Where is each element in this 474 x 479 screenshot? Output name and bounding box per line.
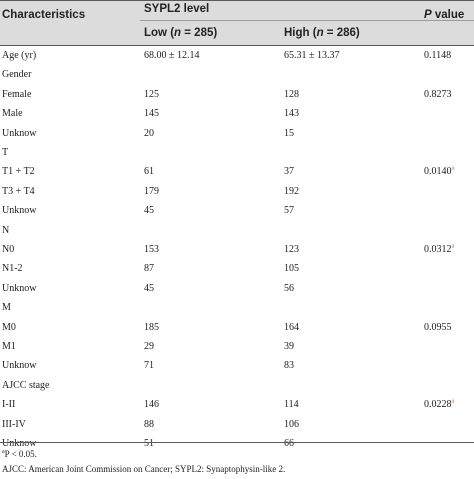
row-label: III-IV [2, 418, 26, 430]
row-label: M0 [2, 321, 16, 333]
table-row: M0 185 164 0.0955 [0, 318, 474, 338]
header-characteristics: Characteristics [2, 9, 86, 21]
row-label: Male [2, 108, 23, 120]
row-label: N [2, 224, 10, 236]
row-label: AJCC stage [2, 379, 50, 391]
row-label: Unknow [2, 360, 37, 372]
table-row: Unknow 20 15 [0, 124, 474, 144]
row-label: Unknow [2, 438, 37, 449]
significance-mark: a [451, 166, 455, 173]
table-row: Unknow 51 66 [0, 434, 474, 454]
row-label: M [2, 302, 11, 314]
p-value: 0.0955 [424, 321, 452, 333]
row-label: T1 + T2 [2, 166, 35, 178]
table-row: Male 145 143 [0, 104, 474, 124]
low-value: 71 [144, 360, 154, 372]
low-value: 125 [144, 88, 159, 100]
low-value: 51 [144, 438, 154, 449]
table-row: I-II 146 114 0.0228a [0, 395, 474, 415]
row-label: N0 [2, 244, 15, 255]
high-value: 37 [284, 166, 294, 178]
row-label: Age (yr) [2, 50, 37, 61]
table-row: Female 125 128 0.8273 [0, 85, 474, 105]
low-value: 179 [144, 185, 159, 197]
p-value: 0.0140a [424, 166, 455, 178]
high-value: 39 [284, 341, 294, 352]
high-value: 192 [284, 185, 299, 197]
footnote-abbreviations: AJCC: American Joint Commission on Cance… [2, 464, 286, 474]
significance-mark: a [451, 398, 455, 405]
table-row: Unknow 45 57 [0, 201, 474, 221]
high-value: 143 [284, 108, 299, 120]
header-low: Low (n = 285) [144, 27, 218, 39]
low-value: 68.00 ± 12.14 [144, 50, 200, 61]
row-label: Unknow [2, 282, 37, 294]
p-value: 0.1148 [424, 50, 452, 61]
table-row: III-IV 88 106 [0, 415, 474, 435]
low-value: 146 [144, 399, 159, 411]
row-label: M1 [2, 341, 16, 352]
low-value: 153 [144, 244, 159, 255]
p-value: 0.0228a [424, 398, 455, 411]
table-row: T [0, 143, 474, 163]
significance-mark: a [451, 243, 455, 250]
low-value: 88 [144, 418, 154, 430]
header-high: High (n = 286) [284, 27, 360, 39]
row-label: Gender [2, 69, 32, 81]
table-bottom-rule [0, 442, 474, 443]
table-row: T3 + T4 179 192 [0, 182, 474, 202]
footnote-significance: aP < 0.05. [2, 449, 37, 459]
high-value: 57 [284, 205, 294, 217]
high-value: 128 [284, 88, 299, 100]
low-value: 87 [144, 263, 154, 275]
low-value: 45 [144, 205, 154, 217]
high-value: 114 [284, 399, 299, 411]
table-row: N1-2 87 105 [0, 259, 474, 279]
row-label: T [2, 147, 9, 158]
table-row: Age (yr) 68.00 ± 12.14 65.31 ± 13.37 0.1148 [0, 46, 474, 66]
high-value: 106 [284, 418, 299, 430]
high-value: 66 [284, 438, 294, 449]
low-value: 61 [144, 166, 154, 178]
table-row: N0 153 123 0.0312a [0, 240, 474, 260]
table-header: Characteristics SYPL2 level Low (n = 285… [0, 0, 474, 46]
low-value: 185 [144, 321, 159, 333]
table-row: T1 + T2 61 37 0.0140a [0, 162, 474, 182]
high-value: 83 [284, 360, 294, 372]
high-value: 164 [284, 321, 299, 333]
low-value: 29 [144, 341, 154, 352]
high-value: 56 [284, 282, 294, 294]
row-label: Unknow [2, 205, 37, 217]
low-value: 45 [144, 282, 154, 294]
high-value: 65.31 ± 13.37 [284, 50, 340, 61]
table-row: N [0, 221, 474, 241]
table-row: M [0, 298, 474, 318]
row-label: Female [2, 88, 32, 100]
table-row: Gender [0, 65, 474, 85]
table-row: Unknow 45 56 [0, 279, 474, 299]
low-value: 20 [144, 127, 154, 139]
table-row: M1 29 39 [0, 337, 474, 357]
p-value: 0.0312a [424, 243, 455, 255]
row-label: N1-2 [2, 263, 23, 275]
header-p-value: P value [424, 9, 465, 21]
row-label: I-II [2, 399, 16, 411]
high-value: 105 [284, 263, 299, 275]
low-value: 145 [144, 108, 159, 120]
header-group: SYPL2 level [144, 3, 210, 15]
high-value: 123 [284, 244, 299, 255]
table-row: Unknow 71 83 [0, 356, 474, 376]
row-label: Unknow [2, 127, 37, 139]
header-group-rule [140, 20, 474, 21]
row-label: T3 + T4 [2, 185, 35, 197]
high-value: 15 [284, 127, 294, 139]
table-row: AJCC stage [0, 376, 474, 396]
p-value: 0.8273 [424, 88, 452, 100]
